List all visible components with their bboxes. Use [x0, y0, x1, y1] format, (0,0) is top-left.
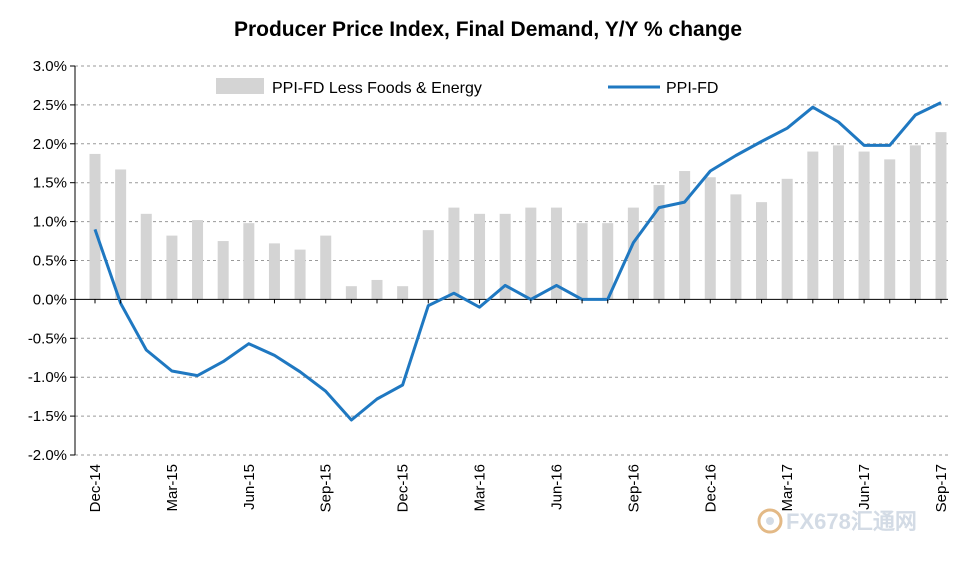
bar	[781, 178, 793, 300]
y-tick-label: 2.5%	[33, 97, 67, 114]
bar	[499, 213, 511, 300]
x-tick-label: Dec-14	[87, 464, 104, 512]
bar	[550, 207, 562, 300]
y-tick-label: -0.5%	[28, 330, 67, 347]
line-ppi-fd	[93, 101, 942, 422]
x-tick-label: Jun-16	[549, 464, 566, 510]
bar	[243, 223, 255, 300]
bar-series	[89, 132, 947, 300]
y-tick-label: 1.5%	[33, 175, 67, 192]
bar	[166, 235, 178, 300]
x-tick-label: Mar-15	[164, 464, 181, 512]
bar	[935, 132, 947, 300]
bar	[192, 220, 204, 300]
bar	[704, 177, 716, 300]
bar	[320, 235, 332, 300]
bar	[832, 145, 844, 300]
x-tick-label: Sep-16	[625, 464, 642, 512]
x-tick-label: Dec-16	[702, 464, 719, 512]
legend-swatch-bar	[216, 78, 264, 94]
bar	[730, 194, 742, 300]
x-tick-label: Mar-16	[472, 464, 489, 512]
bar	[576, 223, 588, 300]
bar	[448, 207, 460, 300]
legend: PPI-FD Less Foods & Energy PPI-FD	[216, 78, 718, 97]
watermark-text: FX678汇通网	[786, 509, 917, 534]
bar	[627, 207, 639, 300]
bar	[140, 213, 152, 300]
bar	[217, 241, 229, 300]
bar	[474, 213, 486, 300]
bar	[268, 243, 280, 300]
watermark: FX678汇通网	[757, 508, 917, 534]
gridlines	[75, 65, 948, 456]
bar	[397, 286, 409, 300]
bar	[679, 171, 691, 300]
y-axis-ticks: 3.0% 2.5% 2.0% 1.5% 1.0% 0.5% 0.0% -0.5% -1.0% -1…	[28, 58, 75, 464]
y-tick-label: 0.0%	[33, 291, 67, 308]
x-tick-label: Sep-15	[318, 464, 335, 512]
bar	[525, 207, 537, 300]
bar	[115, 169, 127, 300]
y-tick-label: -1.0%	[28, 369, 67, 386]
y-tick-label: -2.0%	[28, 447, 67, 464]
bar	[756, 202, 768, 300]
bar	[884, 159, 896, 300]
bar	[653, 185, 665, 300]
x-tick-label: Jun-15	[241, 464, 258, 510]
watermark-logo-icon-inner	[766, 517, 774, 525]
line-series	[93, 101, 942, 422]
bar	[602, 223, 614, 300]
bar	[371, 279, 383, 300]
y-tick-label: 1.0%	[33, 214, 67, 231]
x-tick-label: Mar-17	[779, 464, 796, 512]
bar	[422, 230, 434, 300]
y-tick-label: 0.5%	[33, 253, 67, 270]
y-tick-label: 3.0%	[33, 58, 67, 75]
bar	[89, 153, 101, 300]
bar	[345, 286, 357, 300]
chart-title: Producer Price Index, Final Demand, Y/Y …	[234, 18, 742, 41]
x-tick-label: Dec-15	[395, 464, 412, 512]
x-axis-ticks: Dec-14 Mar-15 Jun-15 Sep-15 Dec-15 Mar-16 Jun-…	[87, 299, 950, 512]
legend-label-bar: PPI-FD Less Foods & Energy	[272, 80, 482, 97]
x-tick-label: Jun-17	[856, 464, 873, 510]
x-tick-label: Sep-17	[933, 464, 950, 512]
bar	[909, 145, 921, 300]
bar	[807, 151, 819, 300]
bar	[858, 151, 870, 300]
legend-label-line: PPI-FD	[666, 80, 718, 97]
y-tick-label: -1.5%	[28, 408, 67, 425]
bar	[294, 249, 306, 300]
watermark-logo-icon	[757, 508, 783, 534]
y-tick-label: 2.0%	[33, 136, 67, 153]
